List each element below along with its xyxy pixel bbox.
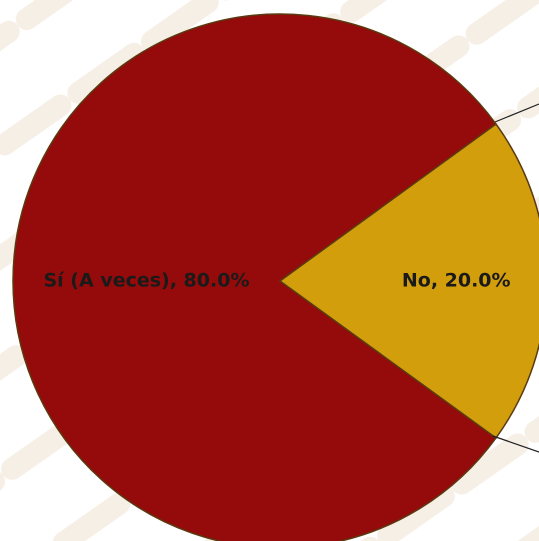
data-label: Sí (A veces), 80.0% — [44, 270, 250, 292]
pie-slice — [12, 13, 498, 541]
leader-line — [492, 435, 539, 453]
pie-slice — [278, 123, 539, 439]
pie: Sí (A veces), 80.0% No, 20.0% — [12, 13, 539, 541]
data-label: No, 20.0% — [402, 270, 511, 292]
leader-line — [494, 103, 539, 123]
